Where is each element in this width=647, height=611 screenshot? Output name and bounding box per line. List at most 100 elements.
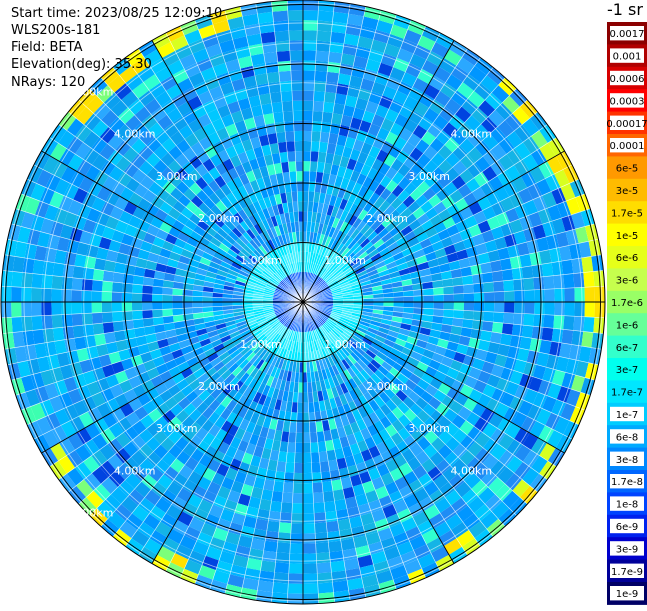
ppi-cell [360,223,371,235]
ppi-cell [381,376,393,388]
ray-separator [7,238,304,303]
ppi-cell [452,145,468,161]
ppi-cell [368,388,379,400]
radial-line [302,301,565,454]
ppi-cell [284,265,291,276]
ppi-cell [284,472,294,483]
ppi-cell [282,100,293,112]
ppi-cell [392,286,404,293]
ppi-cell [138,497,156,514]
ppi-cell [398,352,411,363]
grid-lines [0,0,606,605]
ppi-cell [260,272,271,281]
ppi-cell [264,309,275,315]
ppi-cell [342,291,353,296]
colorbar-label-box [610,93,644,108]
ppi-cell [502,95,520,114]
ppi-cell [114,330,126,342]
ppi-cell [207,108,222,123]
colorbar-swatch [607,290,647,314]
ppi-cell [162,287,173,296]
radial-line [151,301,304,564]
ppi-cell [225,277,236,284]
ppi-cell [216,269,228,278]
ppi-cell [312,111,323,122]
colorbar-tick-label: 1.7e-7 [611,388,643,399]
ppi-cell [374,183,386,197]
ppi-cell [170,187,184,201]
ppi-cell [365,58,381,73]
ppi-cell [192,312,204,320]
ppi-cell [245,506,259,519]
ppi-cell [315,278,324,287]
ppi-cell [318,267,325,277]
ppi-cell [291,90,303,101]
ppi-cell [342,264,352,273]
ppi-cell [341,359,351,370]
ppi-cell [307,262,312,273]
ppi-cell [490,428,506,444]
ppi-cell [253,223,263,235]
ppi-cell [112,311,123,322]
ppi-cell [418,473,434,488]
ppi-cell [466,456,483,473]
ppi-cell [214,175,227,188]
ppi-cell [268,510,281,523]
ppi-cell [221,238,233,249]
ppi-cell [115,339,128,352]
ppi-cell [509,219,524,234]
ppi-cell [32,259,45,275]
ppi-cell [481,470,498,488]
ppi-cell [234,314,245,321]
ppi-cell [31,273,43,289]
ppi-cell [96,501,115,519]
ppi-cell [172,288,183,296]
ppi-cell [401,247,414,257]
ppi-cell [21,287,32,302]
ppi-cell [314,522,328,534]
colorbar-tick-label: 0.001 [613,52,642,63]
ray-separator [68,301,304,493]
ppi-cell [162,302,173,310]
ppi-cell [249,271,260,280]
ppi-cell [494,354,508,368]
ppi-cell [321,111,333,123]
ppi-cell [230,480,244,494]
ppi-cell [329,315,339,323]
ppi-cell [258,457,270,470]
ppi-cell [409,53,427,69]
ppi-cell [292,493,303,504]
ppi-cell [185,390,199,403]
ppi-cell [433,389,447,403]
ppi-cell [336,257,346,267]
ppi-cell [289,171,297,182]
ppi-cell [229,458,242,472]
ppi-cell [181,429,196,443]
ppi-cell [267,330,277,340]
ppi-cell [237,406,249,419]
ppi-cell [303,0,319,11]
ppi-cell [54,249,67,265]
ppi-cell [355,346,366,356]
ppi-cell [270,319,280,328]
ray-separator [302,301,335,603]
ppi-cell [404,29,422,45]
ppi-cell [331,287,342,293]
ppi-cell [472,233,485,246]
ppi-cell [459,138,476,154]
ppi-cell [279,281,288,290]
ppi-cell [222,256,234,266]
ppi-cell [392,378,405,390]
ppi-cell [522,467,540,486]
ppi-cell [234,88,249,101]
ray-separator [26,178,304,303]
ppi-cell [246,351,256,362]
ppi-cell [81,302,92,314]
ppi-cell [290,523,303,534]
ppi-cell [452,443,468,459]
ppi-cell [275,378,283,390]
ppi-cell [235,340,246,350]
ppi-cell [202,306,213,313]
ppi-cell [168,173,182,188]
ray-separator [302,0,320,303]
